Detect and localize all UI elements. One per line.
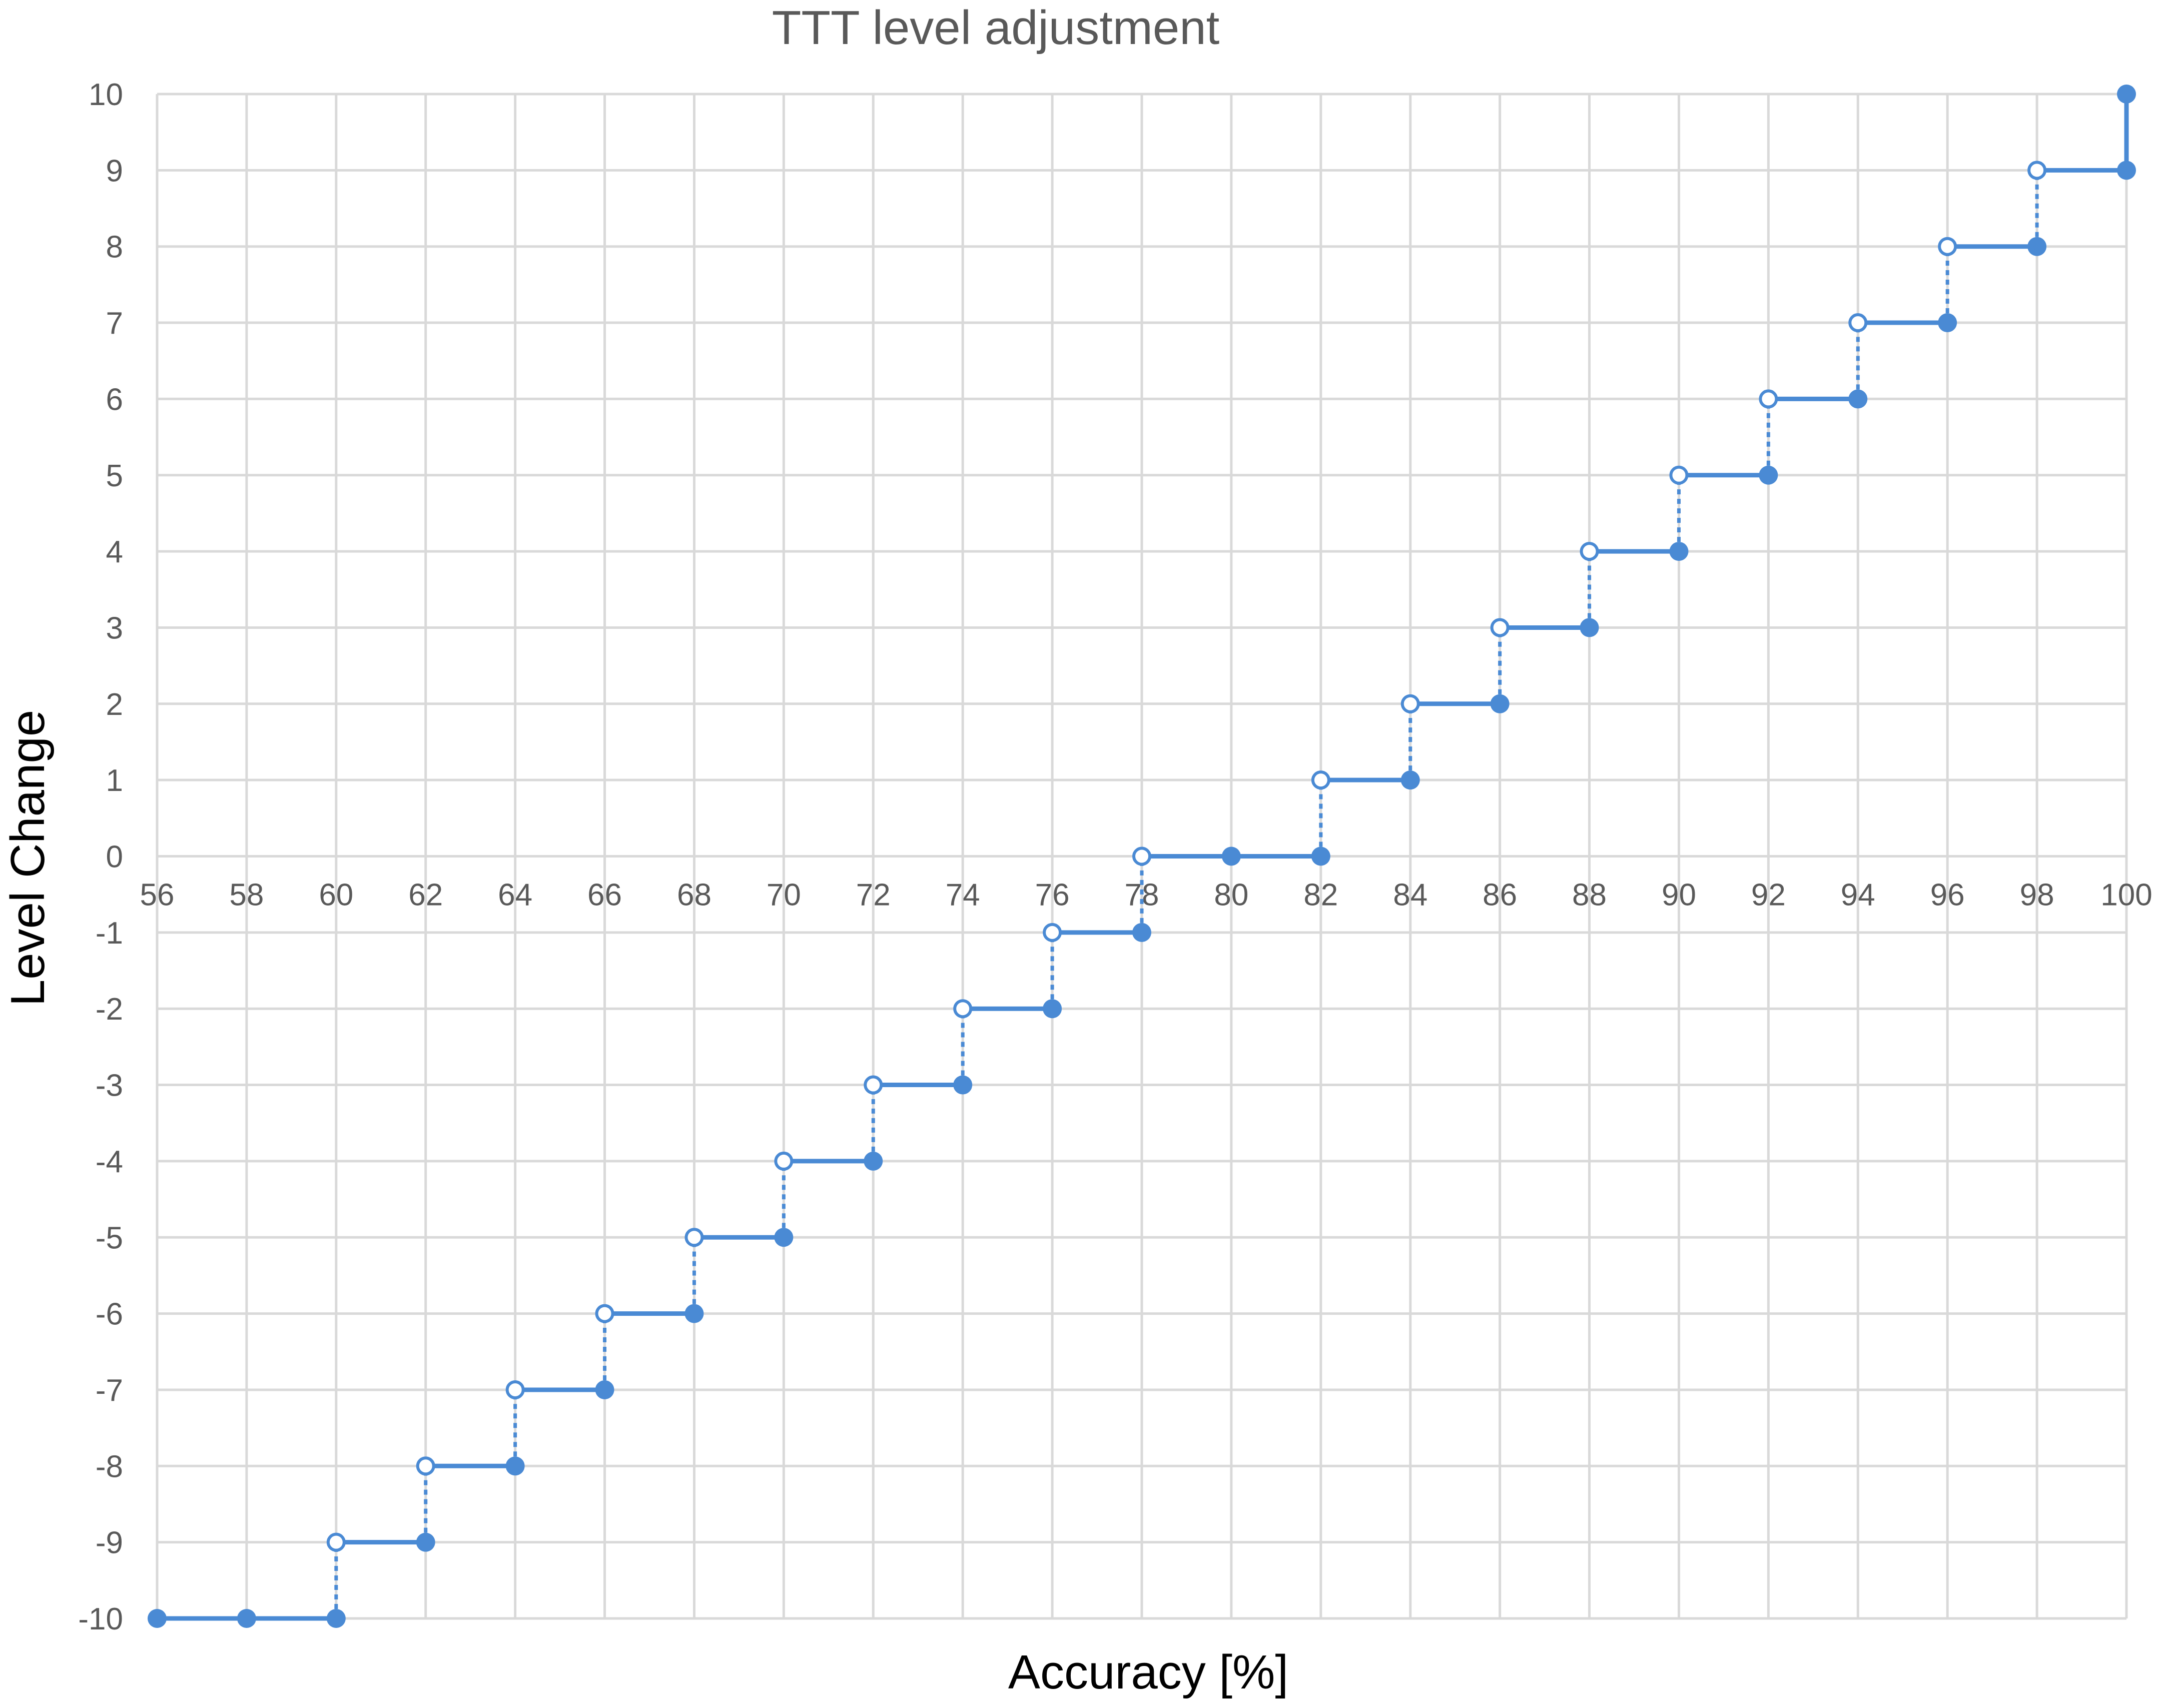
y-tick-label--3: -3 bbox=[96, 1069, 123, 1103]
filled-point-1 bbox=[237, 1609, 256, 1628]
open-point-5 bbox=[774, 1151, 794, 1171]
y-tick-label-3: 3 bbox=[106, 611, 123, 645]
open-point-6 bbox=[864, 1075, 883, 1095]
open-point-17 bbox=[1938, 237, 1957, 256]
filled-point-3 bbox=[416, 1532, 435, 1552]
open-point-16 bbox=[1848, 313, 1868, 333]
x-tick-label-62: 62 bbox=[408, 878, 443, 913]
filled-point-13 bbox=[1311, 846, 1330, 866]
x-tick-labels: 56 58 60 62 64 66 68 70 72 74 76 78 80 82 84 86 88 90 92 94… bbox=[140, 878, 2152, 913]
x-tick-label-84: 84 bbox=[1393, 878, 1427, 913]
series-points bbox=[148, 85, 2136, 1628]
open-point-4 bbox=[684, 1228, 704, 1247]
x-tick-label-70: 70 bbox=[767, 878, 801, 913]
open-point-8 bbox=[1043, 923, 1062, 942]
x-tick-label-82: 82 bbox=[1303, 878, 1338, 913]
x-tick-label-72: 72 bbox=[856, 878, 891, 913]
filled-point-17 bbox=[1669, 542, 1689, 561]
x-tick-label-88: 88 bbox=[1572, 878, 1607, 913]
open-point-14 bbox=[1669, 465, 1689, 485]
filled-point-9 bbox=[953, 1075, 973, 1095]
x-tick-label-74: 74 bbox=[946, 878, 980, 913]
y-tick-label-4: 4 bbox=[106, 535, 123, 569]
x-tick-label-66: 66 bbox=[587, 878, 622, 913]
filled-point-19 bbox=[1848, 389, 1868, 409]
filled-point-4 bbox=[505, 1456, 525, 1476]
y-tick-label--2: -2 bbox=[96, 992, 123, 1027]
filled-point-11 bbox=[1132, 923, 1151, 942]
filled-point-6 bbox=[684, 1304, 704, 1323]
x-tick-label-64: 64 bbox=[498, 878, 532, 913]
y-tick-label--10: -10 bbox=[78, 1602, 123, 1636]
y-tick-label-2: 2 bbox=[106, 687, 123, 722]
open-point-3 bbox=[595, 1304, 614, 1323]
x-tick-label-94: 94 bbox=[1841, 878, 1875, 913]
y-axis-label: Level Change bbox=[1, 710, 55, 1006]
open-point-1 bbox=[416, 1456, 435, 1476]
y-tick-label--6: -6 bbox=[96, 1297, 123, 1332]
filled-point-10 bbox=[1043, 999, 1062, 1019]
open-point-7 bbox=[953, 999, 973, 1019]
y-tick-label-9: 9 bbox=[106, 154, 123, 188]
filled-point-22 bbox=[2117, 161, 2136, 180]
filled-point-15 bbox=[1490, 694, 1510, 713]
x-tick-label-90: 90 bbox=[1662, 878, 1696, 913]
y-tick-label--8: -8 bbox=[96, 1449, 123, 1484]
x-tick-label-60: 60 bbox=[319, 878, 353, 913]
open-point-13 bbox=[1580, 542, 1599, 561]
y-tick-label-5: 5 bbox=[106, 459, 123, 493]
open-point-0 bbox=[326, 1532, 346, 1552]
x-tick-label-68: 68 bbox=[677, 878, 711, 913]
open-point-15 bbox=[1759, 389, 1778, 409]
filled-point-12 bbox=[1221, 846, 1241, 866]
y-tick-label--5: -5 bbox=[96, 1221, 123, 1255]
y-tick-label--7: -7 bbox=[96, 1373, 123, 1408]
y-tick-label-1: 1 bbox=[106, 763, 123, 798]
filled-point-0 bbox=[148, 1609, 167, 1628]
y-tick-label--4: -4 bbox=[96, 1145, 123, 1179]
y-tick-label-8: 8 bbox=[106, 230, 123, 265]
open-point-18 bbox=[2027, 161, 2047, 180]
filled-point-2 bbox=[326, 1609, 346, 1628]
filled-point-23 bbox=[2117, 85, 2136, 104]
x-tick-label-76: 76 bbox=[1035, 878, 1070, 913]
open-point-9 bbox=[1132, 846, 1151, 866]
y-tick-label--9: -9 bbox=[96, 1526, 123, 1560]
open-point-10 bbox=[1311, 770, 1330, 790]
open-point-12 bbox=[1490, 618, 1510, 637]
x-tick-label-96: 96 bbox=[1930, 878, 1965, 913]
x-tick-label-58: 58 bbox=[229, 878, 264, 913]
open-point-2 bbox=[505, 1380, 525, 1399]
filled-point-21 bbox=[2027, 237, 2047, 256]
y-tick-label-10: 10 bbox=[89, 78, 123, 112]
x-tick-label-98: 98 bbox=[2020, 878, 2054, 913]
y-tick-label--1: -1 bbox=[96, 916, 123, 951]
x-tick-label-100: 100 bbox=[2100, 878, 2152, 913]
x-tick-label-92: 92 bbox=[1751, 878, 1786, 913]
x-tick-label-56: 56 bbox=[140, 878, 175, 913]
filled-point-18 bbox=[1759, 465, 1778, 485]
chart-title: TTT level adjustment bbox=[772, 1, 1220, 55]
filled-point-16 bbox=[1580, 618, 1599, 637]
y-tick-label-0: 0 bbox=[106, 840, 123, 875]
filled-point-7 bbox=[774, 1228, 794, 1247]
open-point-11 bbox=[1400, 694, 1420, 713]
filled-point-8 bbox=[864, 1151, 883, 1171]
filled-point-14 bbox=[1400, 770, 1420, 790]
filled-point-5 bbox=[595, 1380, 614, 1399]
x-tick-label-80: 80 bbox=[1214, 878, 1248, 913]
y-tick-label-6: 6 bbox=[106, 382, 123, 417]
x-axis-label: Accuracy [%] bbox=[1008, 1645, 1288, 1699]
filled-point-20 bbox=[1938, 313, 1957, 333]
y-tick-label-7: 7 bbox=[106, 306, 123, 341]
x-tick-label-86: 86 bbox=[1483, 878, 1517, 913]
